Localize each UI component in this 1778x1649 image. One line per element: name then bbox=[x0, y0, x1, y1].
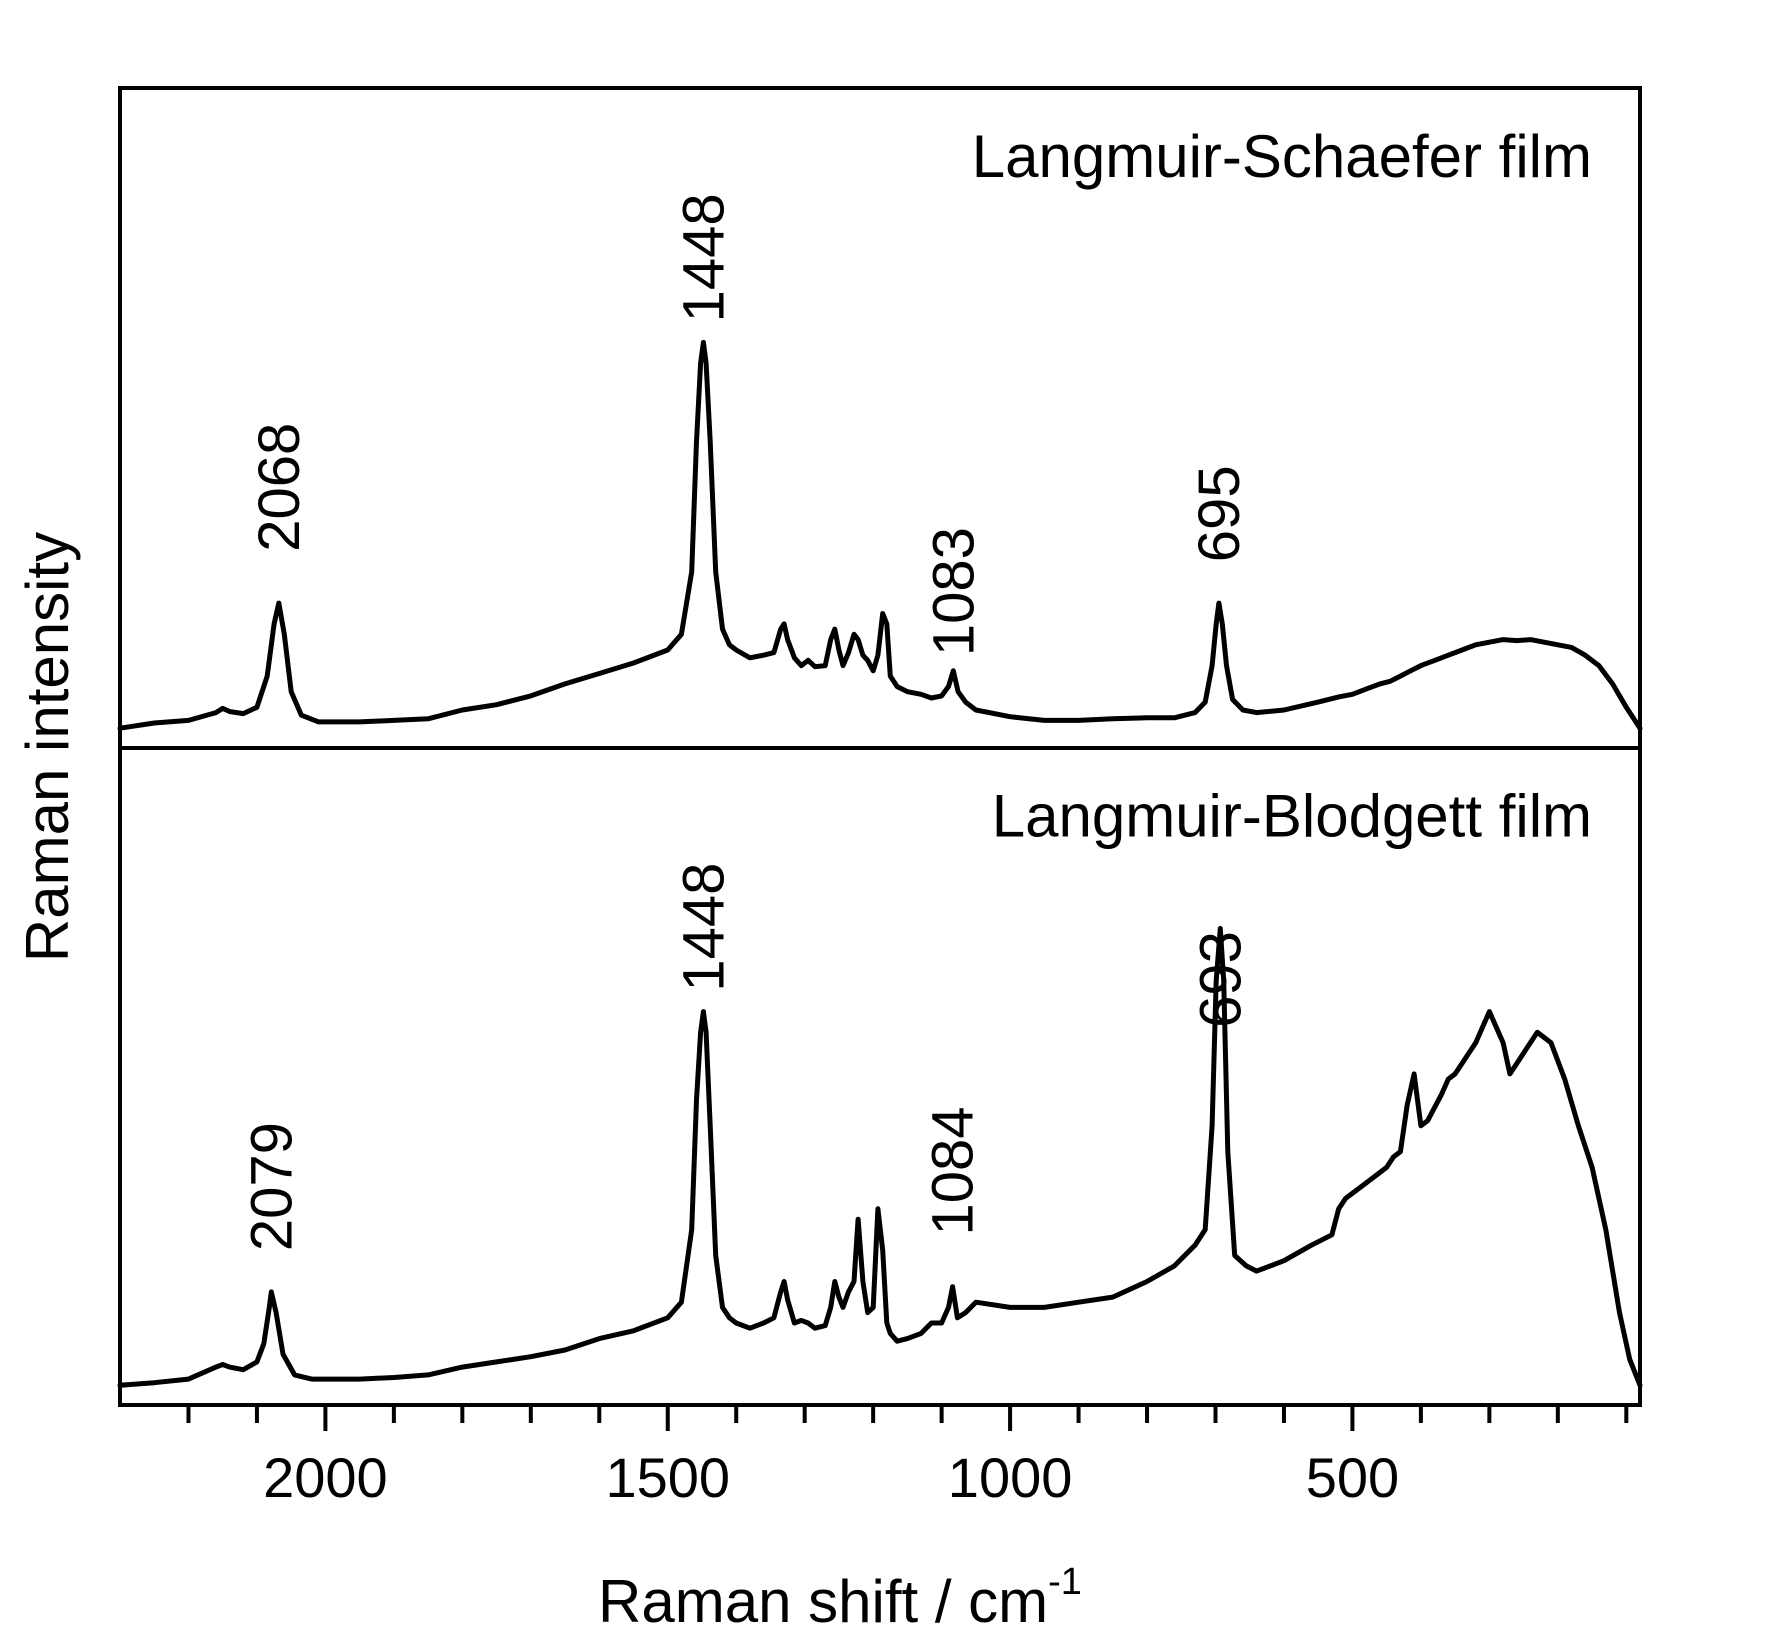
x-tick-label: 1000 bbox=[948, 1446, 1073, 1509]
x-axis-label: Raman shift / cm-1 bbox=[598, 1561, 1082, 1635]
x-axis-label-superscript: -1 bbox=[1048, 1561, 1082, 1603]
spectra-layer bbox=[117, 339, 1643, 1388]
panel-title-2: Langmuir-Blodgett film bbox=[992, 783, 1592, 850]
text-labels: 2000 1500 1000 500 Langmuir-Schaefer film 206… bbox=[239, 123, 1592, 1509]
peak-label: 1084 bbox=[921, 1106, 986, 1235]
x-tick-label: 500 bbox=[1306, 1446, 1399, 1509]
peak-label: 1448 bbox=[671, 193, 736, 322]
peak-label: 2079 bbox=[239, 1122, 304, 1251]
spectrum-line-panel-1 bbox=[117, 339, 1643, 731]
plot-frame bbox=[118, 86, 1642, 1407]
x-tick-label: 1500 bbox=[605, 1446, 730, 1509]
spectrum-line-panel-2 bbox=[117, 926, 1643, 1388]
x-axis-ticks bbox=[186, 1405, 1629, 1431]
peak-label: 695 bbox=[1187, 465, 1252, 562]
x-axis-label-text: Raman shift / cm bbox=[598, 1568, 1048, 1635]
peak-label: 1448 bbox=[671, 863, 736, 992]
panel-title-1: Langmuir-Schaefer film bbox=[972, 123, 1592, 190]
peak-label: 2068 bbox=[247, 423, 312, 552]
y-axis-label: Raman intensity bbox=[14, 532, 81, 962]
peak-label: 693 bbox=[1188, 931, 1253, 1028]
x-tick-label: 2000 bbox=[263, 1446, 388, 1509]
peak-label: 1083 bbox=[921, 527, 986, 656]
